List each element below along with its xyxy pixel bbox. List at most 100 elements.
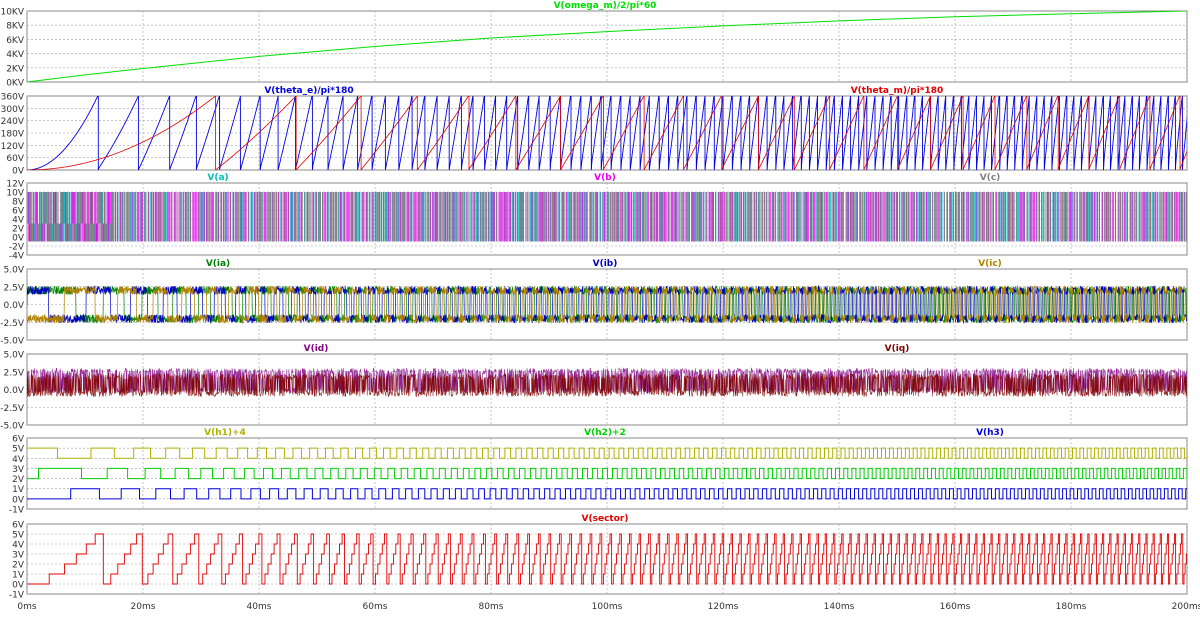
chart-pane-1: 10KV 8KV 6KV 4KV 2KV 0KV V(omega_m)/2/pi*60: [0, 1, 1188, 89]
series-label: V(c): [980, 173, 1001, 183]
y-tick-label: 3V: [12, 551, 25, 561]
series-line: [27, 372, 1187, 398]
plot-area: [27, 11, 1187, 82]
y-tick-label: 1V: [12, 485, 25, 495]
series-label: V(ia): [206, 259, 230, 269]
y-tick-label: 1V: [12, 571, 25, 581]
pwm-block: [102, 223, 105, 242]
series-label: V(ib): [593, 259, 618, 269]
plot-area: [27, 533, 1187, 585]
series-label: V(ic): [978, 259, 1002, 269]
y-tick-label: 3V: [12, 465, 25, 475]
pwm-block: [63, 192, 67, 224]
pwm-block: [57, 223, 61, 242]
x-tick-label: 60ms: [363, 602, 388, 612]
y-tick-label: -1V: [9, 591, 25, 601]
y-tick-label: 60V: [6, 154, 24, 164]
y-tick-label: 360V: [1, 93, 25, 103]
series-line: [27, 447, 1187, 459]
y-tick-label: 0.0V: [4, 301, 25, 311]
pwm-block: [65, 223, 69, 242]
y-tick-label: 6V: [12, 435, 25, 445]
y-tick-label: 0V: [12, 495, 25, 505]
pwm-block: [89, 192, 93, 224]
series-label: V(h2)+2: [584, 428, 626, 438]
y-tick-label: 6V: [12, 207, 25, 217]
x-tick-label: 120ms: [708, 602, 739, 612]
y-tick-label: -5.0V: [0, 422, 25, 432]
plot-area: [27, 447, 1187, 500]
grid-lines: [26, 268, 1188, 341]
y-tick-label: 10KV: [0, 8, 24, 18]
series-label: V(iq): [885, 344, 910, 354]
y-tick-label: 5.0V: [4, 266, 25, 276]
pwm-block: [49, 223, 52, 242]
y-tick-label: 0V: [12, 581, 25, 591]
y-tick-label: 180V: [1, 130, 25, 140]
grid-lines: [26, 10, 1188, 83]
series-line: [27, 96, 1187, 170]
y-tick-label: -2.5V: [0, 404, 25, 414]
y-tick-label: 5V: [12, 531, 25, 541]
x-tick-label: 0ms: [17, 602, 36, 612]
series-line: [27, 284, 1187, 325]
y-tick-label: 2.5V: [4, 283, 25, 293]
pwm-block: [31, 223, 34, 242]
plot-area: [27, 96, 1187, 170]
pwm-block: [96, 223, 99, 242]
pwm-block: [98, 192, 101, 224]
y-tick-label: 12V: [6, 180, 24, 190]
y-tick-label: -2.5V: [0, 319, 25, 329]
y-tick-label: 6V: [12, 521, 25, 531]
series-line: [27, 96, 1187, 170]
series-label: V(theta_e)/pi*180: [264, 86, 353, 96]
series-line: [27, 284, 1187, 325]
pwm-block: [104, 223, 107, 242]
series-line: [27, 11, 1187, 82]
pwm-block: [85, 223, 89, 242]
series-label: V(omega_m)/2/pi*60: [554, 1, 657, 11]
series-line: [30, 192, 1187, 242]
y-tick-label: 0KV: [6, 79, 25, 89]
chart-pane-2: 360V 300V 240V 180V 120V 60V 0V V(theta_e)/pi*1…: [1, 86, 1188, 177]
y-tick-label: 0V: [12, 167, 25, 177]
series-line: [27, 488, 1187, 500]
pwm-block: [79, 192, 83, 224]
pwm-block: [45, 192, 48, 224]
x-axis: 0ms 20ms 40ms 60ms 80ms 100ms 120ms 140ms 160ms 1…: [17, 602, 1200, 612]
pwm-block: [35, 192, 38, 224]
y-tick-label: 5.0V: [4, 351, 25, 361]
series-line: [27, 467, 1187, 480]
series-label: V(id): [304, 344, 329, 354]
y-tick-label: 2V: [12, 475, 25, 485]
pwm-block: [81, 192, 85, 224]
y-tick-label: -2V: [9, 243, 25, 253]
pwm-block: [55, 223, 59, 242]
plot-area: [27, 367, 1187, 398]
x-tick-label: 200ms: [1172, 602, 1200, 612]
x-tick-label: 40ms: [247, 602, 272, 612]
pwm-block: [37, 223, 40, 242]
pwm-block: [67, 223, 71, 242]
y-tick-label: 10V: [6, 189, 24, 199]
y-tick-label: 8V: [12, 198, 25, 208]
series-label: V(b): [594, 173, 616, 183]
plot-area: [27, 192, 1187, 242]
x-tick-label: 100ms: [592, 602, 623, 612]
pwm-block: [41, 223, 44, 242]
y-tick-label: 6KV: [6, 36, 25, 46]
x-tick-label: 160ms: [940, 602, 971, 612]
pwm-block: [51, 223, 54, 242]
y-tick-label: 2V: [12, 225, 25, 235]
pwm-block: [69, 223, 73, 242]
y-tick-label: 4V: [12, 541, 25, 551]
x-tick-label: 140ms: [824, 602, 855, 612]
y-tick-label: 8KV: [6, 22, 25, 32]
pwm-block: [43, 192, 46, 224]
y-tick-label: -4V: [9, 252, 25, 262]
series-line: [27, 533, 1187, 585]
